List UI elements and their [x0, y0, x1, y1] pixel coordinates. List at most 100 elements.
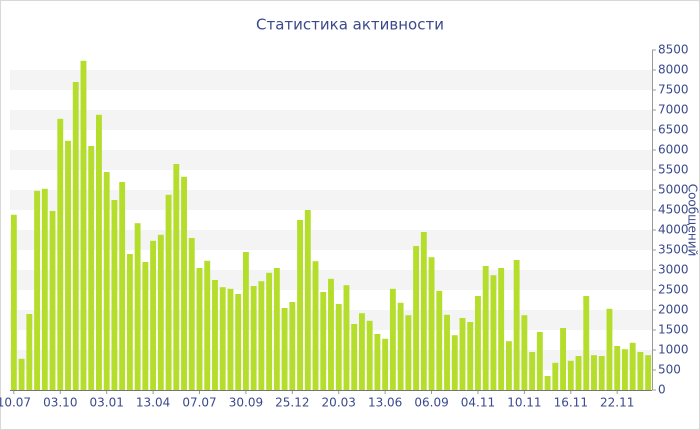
bar [34, 190, 41, 390]
bar [103, 172, 110, 390]
bar [374, 334, 381, 390]
bar [598, 356, 605, 390]
bar [444, 314, 450, 390]
bar [328, 278, 334, 390]
x-tick-label: 20.03 [322, 396, 356, 410]
bar [281, 308, 288, 390]
y-tick-label: 5500 [658, 163, 689, 177]
bar [212, 280, 218, 390]
bar [629, 342, 636, 390]
grid-band [10, 70, 652, 90]
x-tick-label: 04.11 [461, 396, 495, 410]
bar [26, 314, 33, 390]
bar [544, 376, 551, 390]
bar [451, 335, 458, 390]
bar [150, 240, 157, 390]
bar [513, 260, 520, 390]
bar [428, 257, 435, 390]
bar [57, 118, 64, 391]
bar [80, 60, 87, 391]
bar [606, 308, 613, 390]
bar [436, 290, 443, 390]
bar [10, 214, 17, 390]
bar [72, 82, 79, 390]
bar [490, 275, 497, 390]
bar [366, 320, 373, 390]
bar [111, 200, 118, 390]
bar [405, 315, 412, 390]
y-tick-label: 1000 [658, 343, 689, 357]
bar [173, 164, 180, 390]
x-tick-label: 03.10 [43, 396, 77, 410]
y-tick-label: 8000 [658, 63, 689, 77]
bar [382, 338, 389, 390]
bar [227, 288, 234, 390]
bar [560, 328, 566, 390]
y-tick-label: 6000 [658, 143, 689, 157]
bar [266, 272, 273, 390]
bar [119, 182, 126, 390]
grid-band [10, 110, 652, 130]
bar [482, 266, 489, 390]
bar [204, 260, 211, 390]
y-tick-label: 7000 [658, 103, 689, 117]
x-tick-label: 22.11 [600, 396, 634, 410]
bar [96, 114, 102, 391]
bar [258, 281, 265, 390]
y-tick-label: 7500 [658, 83, 689, 97]
bar [475, 296, 481, 390]
bar [621, 349, 628, 390]
bar [335, 304, 342, 390]
bar [420, 232, 427, 390]
bar [645, 355, 652, 390]
x-tick-label: 10.07 [0, 396, 31, 410]
bar [575, 356, 582, 390]
x-tick-label: 06.09 [414, 396, 448, 410]
x-tick-label: 07.07 [182, 396, 216, 410]
bar [467, 322, 474, 390]
bar [459, 318, 466, 390]
y-tick-label: 4000 [658, 223, 689, 237]
bar [397, 302, 404, 390]
bar [529, 352, 536, 390]
bar [157, 234, 164, 390]
bar [235, 294, 242, 390]
y-tick-label: 5000 [658, 183, 689, 197]
bar [304, 210, 311, 390]
bar [188, 238, 195, 390]
bar [273, 268, 280, 390]
bar [567, 360, 574, 390]
bar [165, 194, 172, 390]
y-tick-label: 500 [658, 363, 681, 377]
y-tick-label: 3000 [658, 263, 689, 277]
bar [126, 254, 133, 390]
bar [297, 220, 303, 390]
x-tick-label: 13.04 [136, 396, 170, 410]
bar [49, 210, 56, 390]
bar [359, 313, 365, 390]
bar [536, 332, 543, 390]
bar [289, 302, 296, 390]
bar [134, 223, 141, 390]
bar [521, 315, 528, 390]
bar [591, 355, 597, 390]
bar [88, 146, 95, 390]
y-tick-label: 4500 [658, 203, 689, 217]
bar [196, 268, 203, 390]
y-tick-label: 1500 [658, 323, 689, 337]
y-tick-label: 2000 [658, 303, 689, 317]
bar [614, 346, 621, 390]
bar [181, 176, 187, 390]
grid-band [10, 150, 652, 170]
bar [413, 246, 420, 390]
bar [637, 352, 644, 390]
bar [41, 188, 48, 390]
x-tick-label: 10.11 [507, 396, 541, 410]
y-tick-label: 2500 [658, 283, 689, 297]
bar [498, 268, 505, 390]
y-axis-label: Сообщений [686, 184, 700, 257]
x-tick-label: 25.12 [275, 396, 309, 410]
bar [583, 296, 590, 390]
y-tick-label: 8500 [658, 43, 689, 57]
